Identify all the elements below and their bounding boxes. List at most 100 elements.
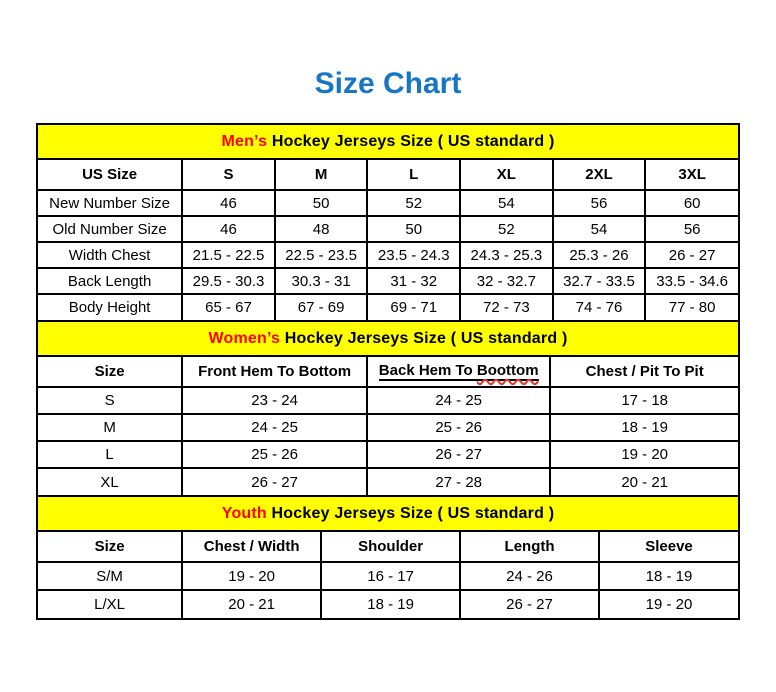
misspelled-word: Boottom <box>476 361 539 379</box>
youth-section-header: Youth Hockey Jerseys Size ( US standard … <box>38 495 738 532</box>
data-cell: 60 <box>644 189 739 217</box>
data-cell: 56 <box>551 189 647 217</box>
data-cell: 19 - 20 <box>181 561 323 591</box>
data-cell: 32.7 - 33.5 <box>551 267 647 295</box>
data-cell: 24 - 26 <box>459 561 600 591</box>
data-cell: 24.3 - 25.3 <box>459 241 554 269</box>
data-cell: 22.5 - 23.5 <box>273 241 369 269</box>
data-cell: 54 <box>459 189 554 217</box>
youth-size-table: Size Chest / Width Shoulder Length Sleev… <box>36 531 739 619</box>
row-label: S <box>36 386 184 415</box>
mens-section-title-text: Hockey Jerseys Size ( US standard ) <box>267 132 555 150</box>
mens-header-row: US Size S M L XL 2XL 3XL <box>36 159 739 191</box>
data-cell: 48 <box>273 215 369 243</box>
womens-size-table: Size Front Hem To Bottom Back Hem To Boo… <box>36 356 739 496</box>
data-cell: 30.3 - 31 <box>273 267 369 295</box>
row-label: L <box>36 440 184 469</box>
table-row: L/XL 20 - 21 18 - 19 26 - 27 19 - 20 <box>36 589 739 619</box>
data-cell: 25.3 - 26 <box>551 241 647 269</box>
column-header: Size <box>36 531 184 563</box>
column-header: US Size <box>36 159 184 191</box>
data-cell: 29.5 - 30.3 <box>181 267 276 295</box>
column-header-prefix: Back Hem To <box>378 361 477 379</box>
table-row: M 24 - 25 25 - 26 18 - 19 <box>36 413 739 442</box>
table-row: Back Length 29.5 - 30.3 30.3 - 31 31 - 3… <box>36 267 739 295</box>
data-cell: 69 - 71 <box>366 293 462 321</box>
data-cell: 21.5 - 22.5 <box>181 241 276 269</box>
data-cell: 74 - 76 <box>551 293 647 321</box>
mens-size-table: US Size S M L XL 2XL 3XL New Number Size… <box>36 159 739 321</box>
column-header: Shoulder <box>320 531 462 563</box>
row-label: Body Height <box>36 293 184 321</box>
data-cell: 25 - 26 <box>181 440 368 469</box>
page-title: Size Chart <box>314 67 462 100</box>
column-header: Chest / Width <box>181 531 323 563</box>
row-label: Width Chest <box>36 241 184 269</box>
data-cell: 50 <box>366 215 462 243</box>
data-cell: 32 - 32.7 <box>459 267 554 295</box>
youth-section-title-text: Hockey Jerseys Size ( US standard ) <box>266 504 555 522</box>
data-cell: 33.5 - 34.6 <box>644 267 739 295</box>
data-cell: 20 - 21 <box>181 589 323 619</box>
youth-section-highlight: Youth <box>221 504 267 522</box>
data-cell: 26 - 27 <box>644 241 739 269</box>
data-cell: 31 - 32 <box>366 267 462 295</box>
data-cell: 65 - 67 <box>181 293 276 321</box>
data-cell: 77 - 80 <box>644 293 739 321</box>
data-cell: 18 - 19 <box>320 589 462 619</box>
column-header: M <box>273 159 369 191</box>
column-header-misspelled: Back Hem To Boottom <box>365 356 552 388</box>
data-cell: 54 <box>551 215 647 243</box>
youth-header-row: Size Chest / Width Shoulder Length Sleev… <box>36 531 739 563</box>
column-header: Front Hem To Bottom <box>181 356 368 388</box>
column-header: 3XL <box>644 159 739 191</box>
data-cell: 27 - 28 <box>365 467 552 496</box>
column-header: 2XL <box>551 159 647 191</box>
womens-header-row: Size Front Hem To Bottom Back Hem To Boo… <box>36 356 739 388</box>
table-row: S 23 - 24 24 - 25 17 - 18 <box>36 386 739 415</box>
data-cell: 46 <box>181 215 276 243</box>
row-label: M <box>36 413 184 442</box>
table-row: Width Chest 21.5 - 22.5 22.5 - 23.5 23.5… <box>36 241 739 269</box>
table-row: L 25 - 26 26 - 27 19 - 20 <box>36 440 739 469</box>
data-cell: 16 - 17 <box>320 561 462 591</box>
column-header: XL <box>459 159 554 191</box>
data-cell: 20 - 21 <box>549 467 739 496</box>
row-label: L/XL <box>36 589 184 619</box>
data-cell: 18 - 19 <box>598 561 739 591</box>
data-cell: 26 - 27 <box>459 589 600 619</box>
data-cell: 52 <box>459 215 554 243</box>
data-cell: 50 <box>273 189 369 217</box>
data-cell: 24 - 25 <box>365 386 552 415</box>
data-cell: 23 - 24 <box>181 386 368 415</box>
row-label: New Number Size <box>36 189 184 217</box>
data-cell: 67 - 69 <box>273 293 369 321</box>
row-label: Old Number Size <box>36 215 184 243</box>
column-header: Size <box>36 356 184 388</box>
data-cell: 72 - 73 <box>459 293 554 321</box>
table-row: S/M 19 - 20 16 - 17 24 - 26 18 - 19 <box>36 561 739 591</box>
row-label: XL <box>36 467 184 496</box>
row-label: S/M <box>36 561 184 591</box>
column-header: L <box>366 159 462 191</box>
womens-section-highlight: Women’s <box>208 329 281 347</box>
column-header: Chest / Pit To Pit <box>549 356 739 388</box>
data-cell: 56 <box>644 215 739 243</box>
column-header: Sleeve <box>598 531 739 563</box>
data-cell: 23.5 - 24.3 <box>366 241 462 269</box>
data-cell: 19 - 20 <box>549 440 739 469</box>
table-row: Old Number Size 46 48 50 52 54 56 <box>36 215 739 243</box>
size-chart-box: Men’s Hockey Jerseys Size ( US standard … <box>36 123 740 620</box>
data-cell: 52 <box>366 189 462 217</box>
data-cell: 46 <box>181 189 276 217</box>
column-header: S <box>181 159 276 191</box>
womens-section-header: Women’s Hockey Jerseys Size ( US standar… <box>38 320 738 357</box>
row-label: Back Length <box>36 267 184 295</box>
table-row: XL 26 - 27 27 - 28 20 - 21 <box>36 467 739 496</box>
data-cell: 18 - 19 <box>549 413 739 442</box>
column-header: Length <box>459 531 600 563</box>
data-cell: 17 - 18 <box>549 386 739 415</box>
data-cell: 26 - 27 <box>181 467 368 496</box>
mens-section-header: Men’s Hockey Jerseys Size ( US standard … <box>38 125 738 160</box>
